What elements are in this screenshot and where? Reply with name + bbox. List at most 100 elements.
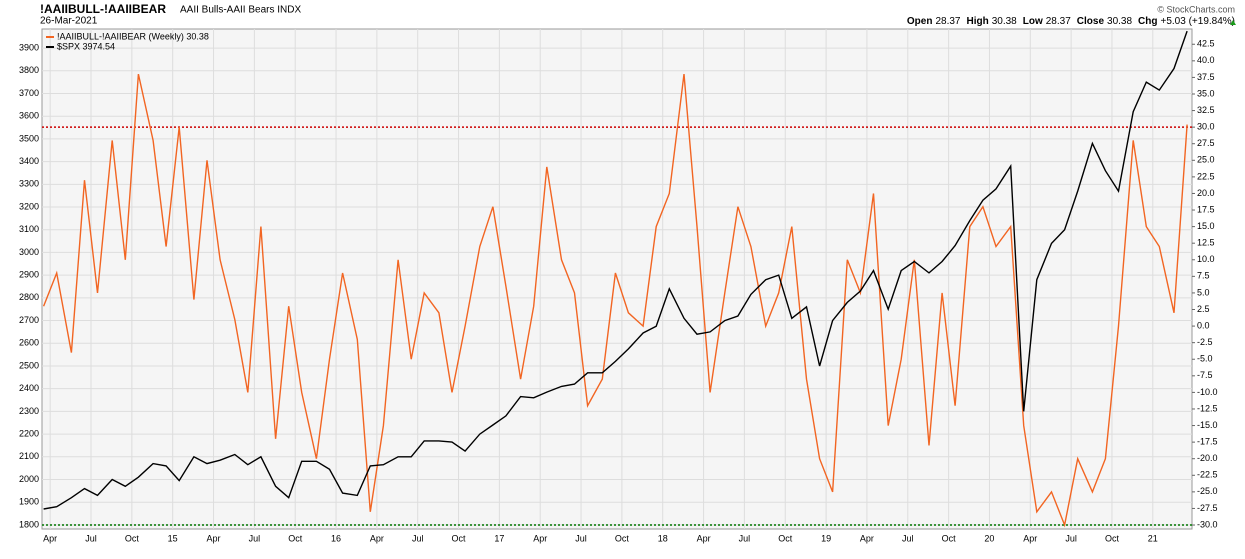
y2-tick-label: -27.5 — [1197, 503, 1218, 513]
quote-label: Close — [1077, 16, 1105, 27]
y2-tick-label: 5.0 — [1197, 287, 1210, 297]
y-tick-label: 2500 — [19, 360, 39, 370]
up-arrow — [1230, 20, 1236, 25]
x-tick-label: Jul — [249, 533, 261, 543]
y2-tick-label: 7.5 — [1197, 271, 1210, 281]
quote-label: Open — [907, 16, 933, 27]
y-tick-label: 3400 — [19, 156, 39, 166]
symbol: !AAIIBULL-!AAIIBEAR — [40, 2, 166, 16]
y2-tick-label: 17.5 — [1197, 204, 1215, 214]
y-tick-label: 3600 — [19, 111, 39, 121]
y-tick-label: 3300 — [19, 179, 39, 189]
y-tick-label: 3900 — [19, 42, 39, 52]
y-tick-label: 2400 — [19, 383, 39, 393]
legend-label: $SPX 3974.54 — [57, 41, 115, 51]
x-tick-label: Apr — [1023, 533, 1037, 543]
y2-tick-label: 0.0 — [1197, 320, 1210, 330]
x-tick-label: 16 — [331, 533, 341, 543]
y2-tick-label: -22.5 — [1197, 470, 1218, 480]
y2-tick-label: 35.0 — [1197, 88, 1215, 98]
y2-tick-label: -5.0 — [1197, 354, 1213, 364]
y-tick-label: 3200 — [19, 201, 39, 211]
x-tick-label: Jul — [85, 533, 97, 543]
x-tick-label: Apr — [370, 533, 384, 543]
quote-value: +5.03 (+19.84%) — [1161, 16, 1236, 27]
series-line — [43, 30, 1188, 510]
x-tick-label: Jul — [575, 533, 587, 543]
y2-tick-label: 20.0 — [1197, 188, 1215, 198]
y2-tick-label: 25.0 — [1197, 155, 1215, 165]
y2-tick-label: 15.0 — [1197, 221, 1215, 231]
y2-tick-label: -20.0 — [1197, 453, 1218, 463]
y-tick-label: 2300 — [19, 406, 39, 416]
y2-tick-label: 10.0 — [1197, 254, 1215, 264]
quote-label: High — [967, 16, 989, 27]
y-tick-label: 2800 — [19, 292, 39, 302]
x-tick-label: 17 — [494, 533, 504, 543]
y-tick-label: 2900 — [19, 270, 39, 280]
x-tick-label: Oct — [942, 533, 957, 543]
y2-tick-label: -17.5 — [1197, 437, 1218, 447]
x-tick-label: Jul — [412, 533, 424, 543]
quote-label: Chg — [1138, 16, 1157, 27]
y2-tick-label: -7.5 — [1197, 370, 1213, 380]
x-tick-label: Apr — [43, 533, 57, 543]
x-tick-label: Apr — [533, 533, 547, 543]
x-tick-label: 15 — [168, 533, 178, 543]
quote-label: Low — [1023, 16, 1043, 27]
quote-value: 30.38 — [1107, 16, 1132, 27]
x-tick-label: Apr — [697, 533, 711, 543]
quote-value: 28.37 — [1046, 16, 1071, 27]
y-tick-label: 1900 — [19, 497, 39, 507]
x-tick-label: Oct — [1105, 533, 1120, 543]
y-tick-label: 2600 — [19, 338, 39, 348]
y2-tick-label: 32.5 — [1197, 105, 1215, 115]
x-tick-label: 21 — [1148, 533, 1158, 543]
copyright: © StockCharts.com — [1157, 4, 1235, 14]
y2-tick-label: -15.0 — [1197, 420, 1218, 430]
y2-tick-label: 22.5 — [1197, 171, 1215, 181]
y-tick-label: 2700 — [19, 315, 39, 325]
y2-tick-label: 12.5 — [1197, 238, 1215, 248]
x-tick-label: 18 — [658, 533, 668, 543]
x-tick-label: Oct — [778, 533, 793, 543]
y2-tick-label: 27.5 — [1197, 138, 1215, 148]
y-tick-label: 3800 — [19, 65, 39, 75]
quote-value: 28.37 — [935, 16, 960, 27]
y-tick-label: 3000 — [19, 247, 39, 257]
y-tick-label: 2000 — [19, 474, 39, 484]
date: 26-Mar-2021 — [40, 16, 98, 27]
y-tick-label: 2200 — [19, 428, 39, 438]
y2-tick-label: 42.5 — [1197, 39, 1215, 49]
y-tick-label: 3500 — [19, 133, 39, 143]
y2-tick-label: 40.0 — [1197, 55, 1215, 65]
x-tick-label: Oct — [125, 533, 140, 543]
x-tick-label: Oct — [288, 533, 303, 543]
x-tick-label: 20 — [984, 533, 994, 543]
quote-value: 30.38 — [992, 16, 1017, 27]
x-tick-label: 19 — [821, 533, 831, 543]
y-tick-label: 2100 — [19, 451, 39, 461]
x-tick-label: Apr — [860, 533, 874, 543]
x-tick-label: Jul — [1065, 533, 1077, 543]
y-tick-label: 3700 — [19, 88, 39, 98]
y-tick-label: 3100 — [19, 224, 39, 234]
y2-tick-label: 30.0 — [1197, 122, 1215, 132]
y2-tick-label: -10.0 — [1197, 387, 1218, 397]
y2-tick-label: -30.0 — [1197, 519, 1218, 529]
y2-tick-label: -12.5 — [1197, 403, 1218, 413]
y2-tick-label: -25.0 — [1197, 486, 1218, 496]
quote: Open 28.37 High 30.38 Low 28.37 Close 30.38 Chg +… — [907, 16, 1235, 27]
x-tick-label: Apr — [207, 533, 221, 543]
series-line — [42, 73, 1188, 528]
x-tick-label: Oct — [452, 533, 467, 543]
y2-tick-label: -2.5 — [1197, 337, 1213, 347]
y-tick-label: 1800 — [19, 519, 39, 529]
y2-tick-label: 37.5 — [1197, 72, 1215, 82]
x-tick-label: Jul — [739, 533, 751, 543]
x-tick-label: Oct — [615, 533, 630, 543]
description: AAII Bulls-AAII Bears INDX — [180, 5, 301, 16]
legend-label: !AAIIBULL-!AAIIBEAR (Weekly) 30.38 — [57, 31, 209, 41]
x-tick-label: Jul — [902, 533, 914, 543]
